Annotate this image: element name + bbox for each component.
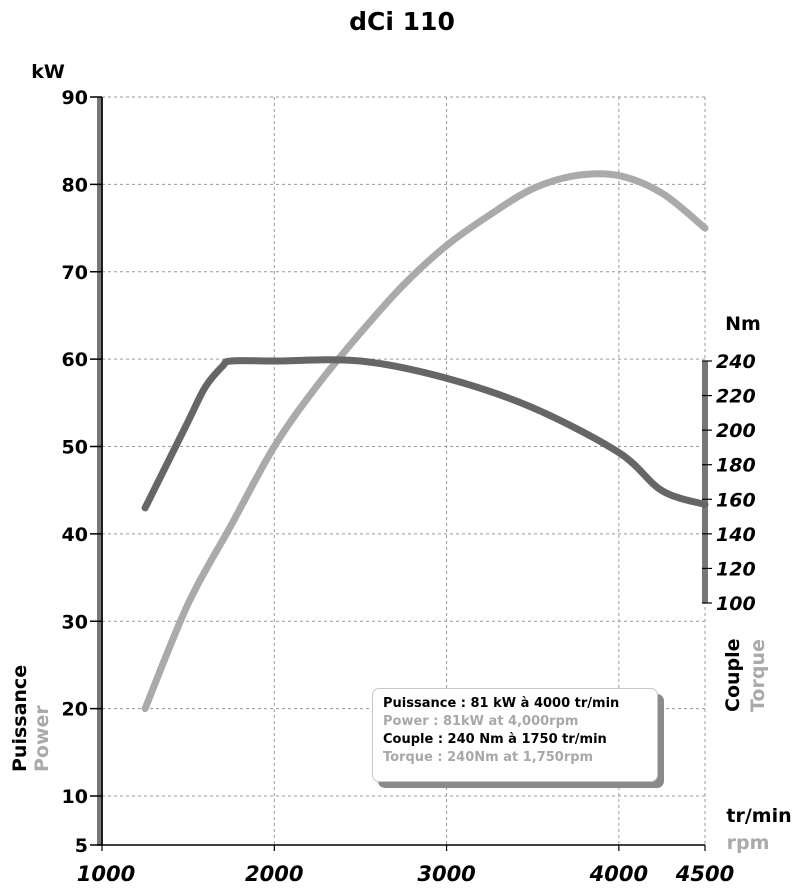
y-left-tick-label-20: 20 [62, 699, 88, 721]
x-tick-label-2000: 2000 [245, 862, 303, 886]
axes [90, 96, 712, 851]
legend-torque-en: Torque : 240Nm at 1,750rpm [383, 750, 594, 765]
y-left-unit: kW [31, 61, 65, 83]
y-left-label-en: Power [31, 705, 53, 772]
legend-power-fr: Puissance : 81 kW à 4000 tr/min [383, 696, 620, 711]
y-right-tick-label-200: 200 [716, 420, 756, 442]
y-left-tick-label-50: 50 [62, 437, 88, 459]
y-right-label: Couple [722, 638, 744, 712]
x-unit-en: rpm [727, 832, 770, 854]
y-right-label-en: Torque [747, 639, 769, 712]
x-unit: tr/min [726, 805, 791, 827]
x-tick-label-3000: 3000 [417, 862, 475, 886]
legend-torque-fr: Couple : 240 Nm à 1750 tr/min [383, 732, 607, 747]
series-lines [141, 170, 709, 713]
y-left-tick-label-60: 60 [62, 349, 88, 371]
x-tick-label-4000: 4000 [589, 862, 648, 886]
y-left-tick-label-90: 90 [62, 87, 88, 109]
legend: Puissance : 81 kW à 4000 tr/min Power : … [372, 688, 658, 782]
series-line-power [141, 170, 709, 713]
y-left-tick-label-70: 70 [62, 262, 88, 284]
y-right-tick-label-240: 240 [716, 351, 756, 373]
y-left-tick-label-5: 5 [75, 835, 88, 857]
y-right-tick-label-140: 140 [716, 524, 756, 546]
y-left-tick-label-40: 40 [62, 524, 88, 546]
series-line-torque [141, 356, 709, 512]
y-right-tick-label-160: 160 [716, 489, 756, 511]
y-right-tick-label-220: 220 [716, 386, 756, 408]
y-right-tick-label-120: 120 [716, 558, 756, 580]
y-right-tick-label-100: 100 [716, 593, 756, 615]
y-left-tick-label-30: 30 [62, 611, 88, 633]
y-left-axis-bar [97, 97, 103, 845]
tick-labels: 5 10 20 30 40 50 60 70 80 90 100 120 140 160 180 200 220… [62, 87, 756, 886]
x-tick-label-4500: 4500 [675, 862, 734, 886]
y-left-tick-label-10: 10 [62, 786, 88, 808]
chart-title: dCi 110 [349, 7, 455, 36]
x-tick-label-1000: 1000 [77, 862, 135, 886]
y-right-unit: Nm [725, 313, 761, 335]
y-right-tick-label-180: 180 [716, 455, 756, 477]
y-left-tick-label-80: 80 [62, 174, 88, 196]
y-right-axis-bar [702, 361, 708, 603]
y-left-label: Puissance [9, 665, 31, 772]
legend-power-en: Power : 81kW at 4,000rpm [383, 714, 579, 729]
